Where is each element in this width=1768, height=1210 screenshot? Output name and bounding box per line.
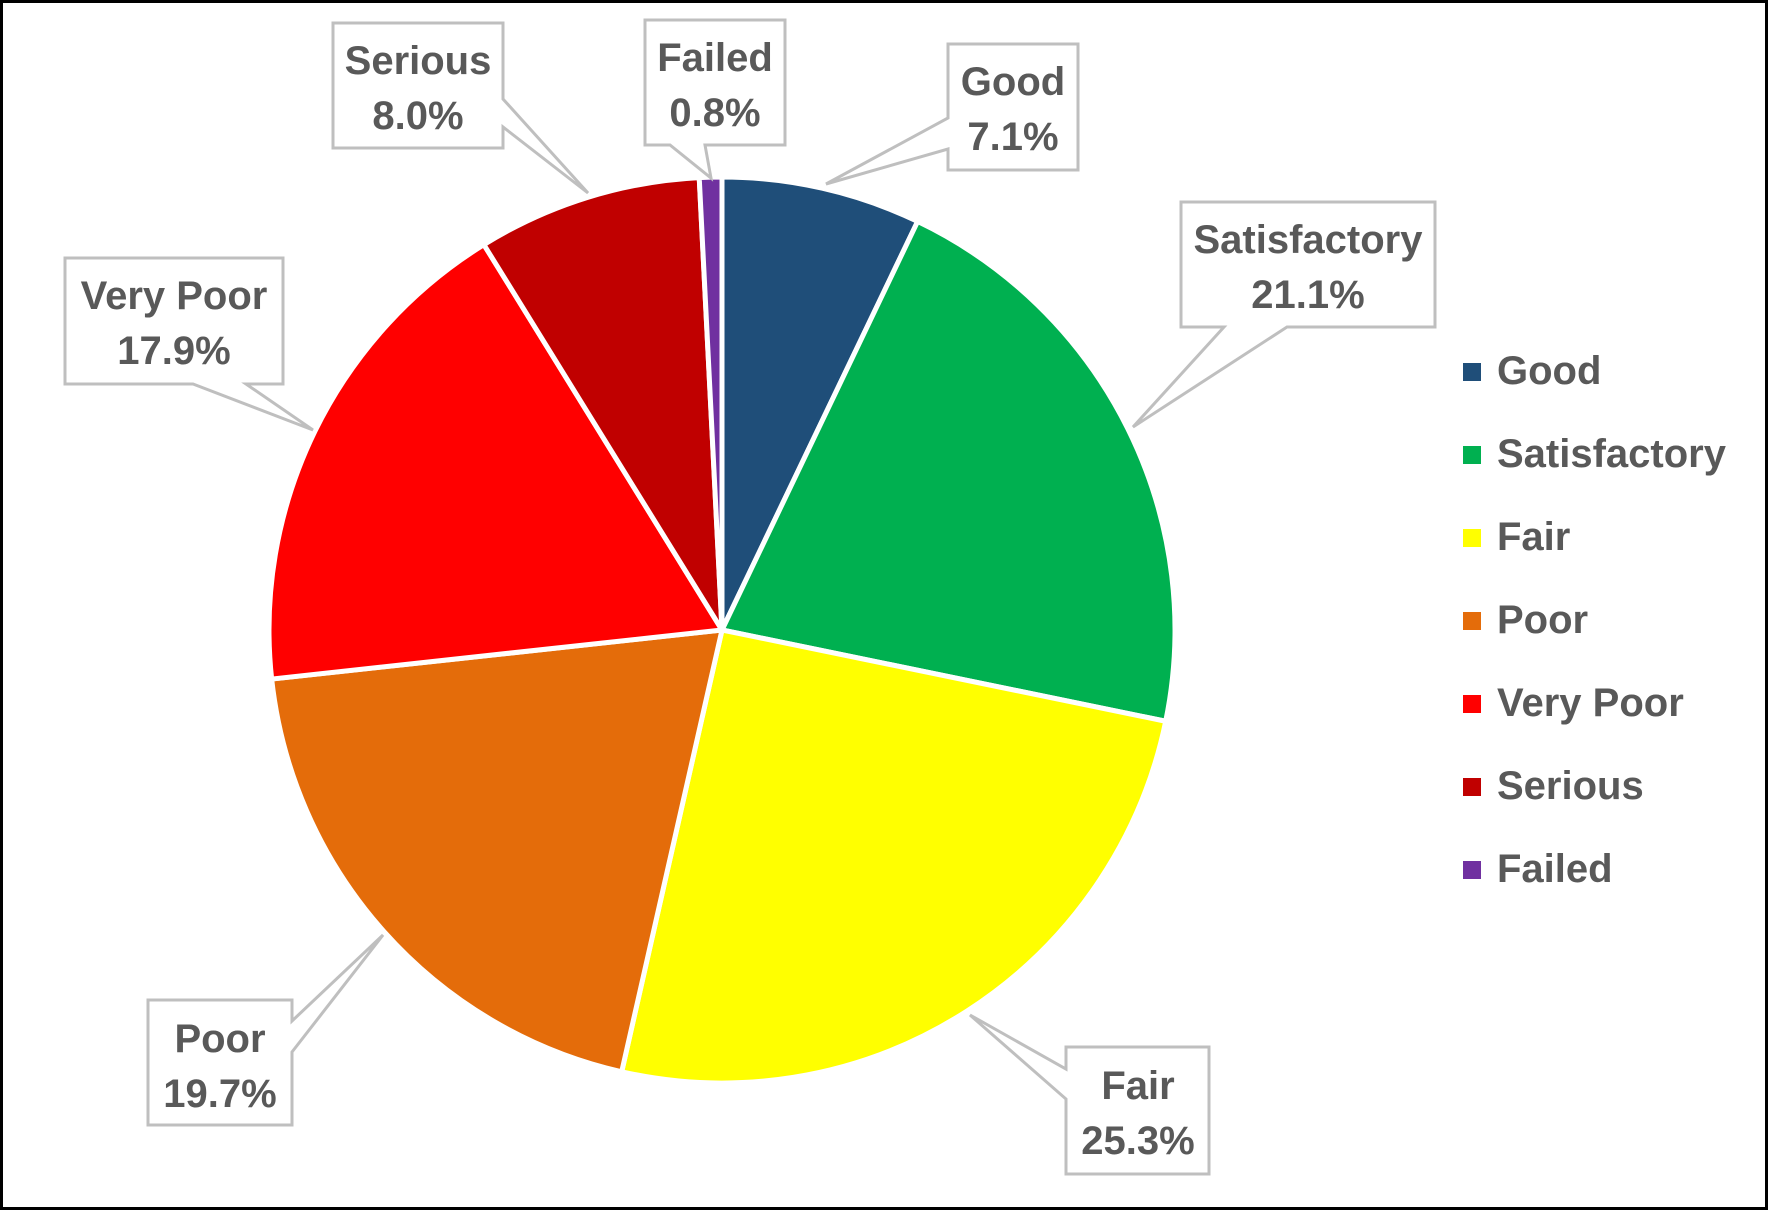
legend: Good Satisfactory Fair Poor Very Poor Se… bbox=[1463, 330, 1726, 911]
legend-item-poor[interactable]: Poor bbox=[1463, 579, 1726, 662]
callout-satisfactory-value: 21.1% bbox=[1251, 273, 1364, 317]
pie-slice-very-poor[interactable] bbox=[266, 242, 725, 682]
legend-swatch-failed bbox=[1463, 860, 1481, 879]
pie-slice-good[interactable] bbox=[719, 174, 921, 633]
legend-label: Good bbox=[1497, 349, 1602, 393]
callout-serious-name: Serious bbox=[345, 39, 492, 83]
pie-slice-fair[interactable] bbox=[619, 627, 1169, 1086]
callout-fair: Fair 25.3% bbox=[969, 1013, 1211, 1176]
callout-serious-value: 8.0% bbox=[372, 94, 463, 138]
callout-satisfactory: Satisfactory 21.1% bbox=[1131, 200, 1437, 429]
callout-poor: Poor 19.7% bbox=[146, 933, 385, 1127]
callout-very-poor-name: Very Poor bbox=[81, 274, 268, 318]
callout-serious: Serious 8.0% bbox=[331, 21, 590, 195]
legend-item-very-poor[interactable]: Very Poor bbox=[1463, 662, 1726, 745]
legend-item-satisfactory[interactable]: Satisfactory bbox=[1463, 413, 1726, 496]
callout-poor-name: Poor bbox=[174, 1017, 265, 1061]
callout-very-poor-value: 17.9% bbox=[117, 329, 230, 373]
legend-item-failed[interactable]: Failed bbox=[1463, 828, 1726, 911]
callout-good-name: Good bbox=[961, 60, 1065, 104]
legend-item-fair[interactable]: Fair bbox=[1463, 496, 1726, 579]
legend-swatch-satisfactory bbox=[1463, 445, 1481, 464]
callout-failed-name: Failed bbox=[657, 36, 773, 80]
callout-failed-value: 0.8% bbox=[669, 91, 760, 135]
legend-swatch-fair bbox=[1463, 528, 1481, 547]
legend-label: Serious bbox=[1497, 764, 1644, 808]
callout-failed: Failed 0.8% bbox=[643, 18, 787, 182]
callout-fair-value: 25.3% bbox=[1081, 1119, 1194, 1163]
callout-satisfactory-name: Satisfactory bbox=[1194, 218, 1424, 262]
pie-slice-serious[interactable] bbox=[481, 175, 725, 633]
legend-swatch-serious bbox=[1463, 777, 1481, 796]
callout-good: Good 7.1% bbox=[825, 42, 1080, 186]
callout-poor-value: 19.7% bbox=[163, 1072, 276, 1116]
callout-fair-name: Fair bbox=[1101, 1064, 1174, 1108]
callout-good-value: 7.1% bbox=[967, 115, 1058, 159]
legend-item-serious[interactable]: Serious bbox=[1463, 745, 1726, 828]
legend-label: Satisfactory bbox=[1497, 432, 1726, 476]
pie-slices bbox=[266, 174, 1178, 1086]
legend-swatch-very-poor bbox=[1463, 694, 1481, 713]
legend-item-good[interactable]: Good bbox=[1463, 330, 1726, 413]
pie-slice-poor[interactable] bbox=[269, 627, 725, 1075]
legend-swatch-poor bbox=[1463, 611, 1481, 630]
legend-swatch-good bbox=[1463, 362, 1481, 381]
legend-label: Fair bbox=[1497, 515, 1571, 559]
pie-slice-satisfactory[interactable] bbox=[719, 218, 1178, 724]
legend-label: Poor bbox=[1497, 598, 1589, 642]
callout-very-poor: Very Poor 17.9% bbox=[63, 256, 314, 432]
legend-label: Very Poor bbox=[1497, 681, 1684, 725]
legend-label: Failed bbox=[1497, 847, 1613, 891]
